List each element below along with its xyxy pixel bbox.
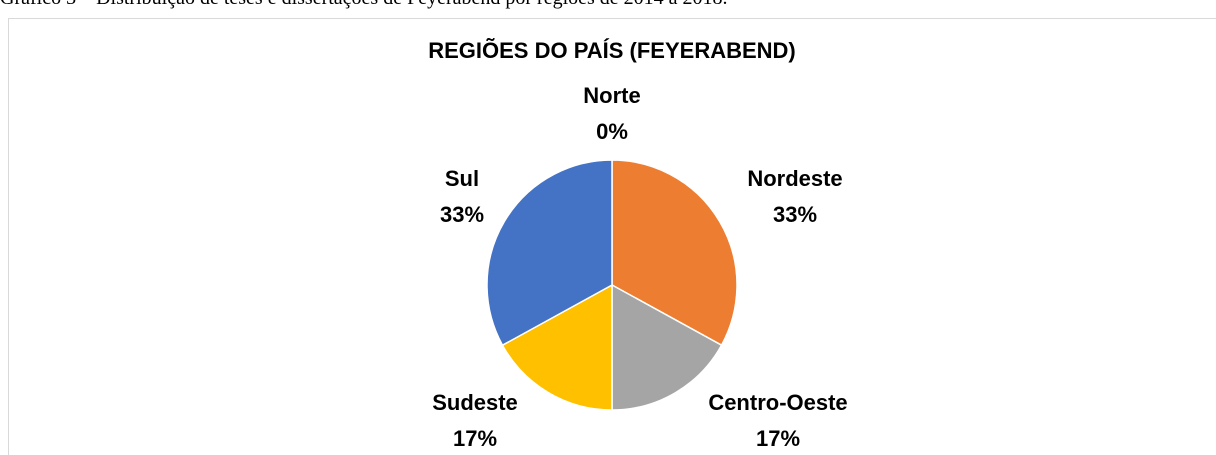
- slice-name: Centro-Oeste: [708, 390, 847, 415]
- pie-slice: [501, 283, 613, 411]
- slice-name: Sul: [445, 166, 479, 191]
- slice-value: 0%: [596, 119, 628, 144]
- caption: Gráfico 3 – Distribuição de teses e diss…: [0, 0, 728, 9]
- pie: [486, 159, 738, 411]
- slice-name: Sudeste: [432, 390, 518, 415]
- pie-slice: [611, 159, 738, 347]
- slice-name: Nordeste: [747, 166, 842, 191]
- pie-slice: [486, 159, 613, 347]
- slice-name: Norte: [583, 83, 640, 108]
- pie-slice: [611, 283, 723, 411]
- slice-value: 33%: [440, 202, 484, 227]
- slice-value: 17%: [453, 426, 497, 451]
- slice-value: 17%: [756, 426, 800, 451]
- slice-value: 33%: [773, 202, 817, 227]
- labels: Norte 0% Nordeste 33% Centro-Oeste 17% Sudeste…: [432, 83, 847, 451]
- chart-title: REGIÕES DO PAÍS (FEYERABEND): [428, 38, 796, 63]
